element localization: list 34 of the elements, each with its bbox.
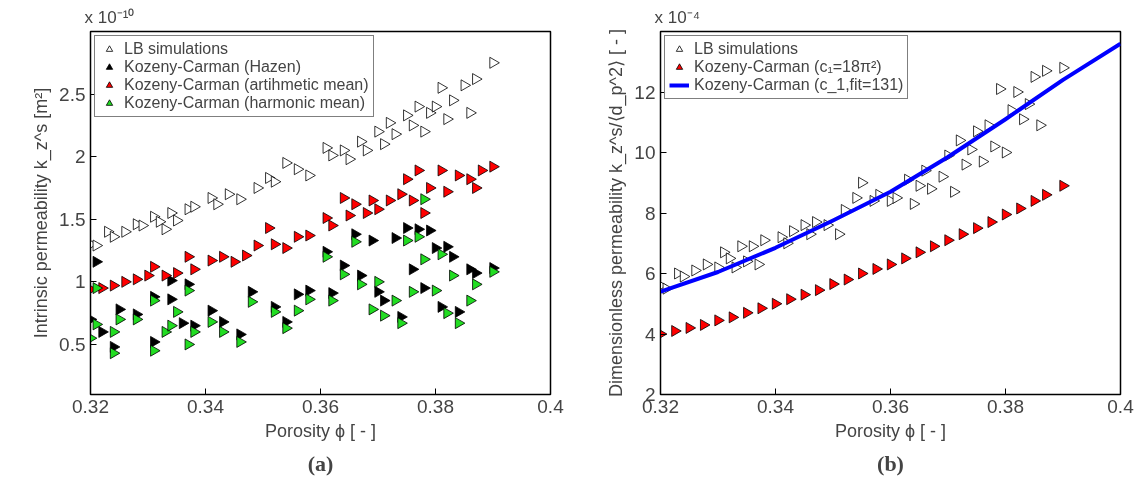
y-tick-label: 1 [74,271,86,293]
x-tick-label: 0.38 [987,395,1024,417]
legend-label: Kozeny-Carman (c₁=18π²) [694,58,882,76]
x-axis-title: Porosity ϕ [ - ] [264,420,377,441]
text: x 10⁻⁴ [654,7,700,27]
text: (b) [877,450,904,476]
text: x 10⁻¹⁰ [84,7,135,27]
y-tick-label: 8 [644,202,656,224]
legend-label: Kozeny-Carman (harmonic mean) [124,94,365,112]
x-tick-label: 0.36 [872,395,909,417]
x-tick-label: 0.36 [302,395,339,417]
legend-label: Kozeny-Carman (Hazen) [124,58,301,76]
x-axis-title: Porosity ϕ [ - ] [834,420,947,441]
x-tick-label: 0.4 [1107,395,1135,417]
y-tick-label: 0.5 [59,333,86,355]
y-tick-label: 12 [634,81,656,103]
y-tick-label: 10 [634,142,656,163]
x-tick-label: 0.38 [417,395,454,417]
text: (a) [307,450,334,476]
x-tick-label: 0.4 [537,395,565,417]
legend-label: Kozeny-Carman (c_1,fit=131) [694,76,904,94]
x-tick-label: 0.32 [72,395,109,417]
y-axis-title: Intrinsic permeability k_z^s [m²] [31,87,53,339]
x-tick-label: 0.34 [187,395,225,417]
y-tick-label: 6 [644,263,656,284]
y-tick-label: 1.5 [59,208,86,230]
legend-label: Kozeny-Carman (artihmetic mean) [124,76,369,94]
x-tick-label: 0.34 [757,395,795,417]
legend-label: LB simulations [694,40,799,58]
y-tick-label: 2 [74,146,86,168]
y-tick-label: 4 [644,323,656,345]
y-tick-label: 2.5 [59,83,86,105]
legend-label: LB simulations [124,40,229,58]
y-axis-title: Dimensionless permeability k_z^s/⟨d_p^2⟩ [ - ] [606,28,628,398]
